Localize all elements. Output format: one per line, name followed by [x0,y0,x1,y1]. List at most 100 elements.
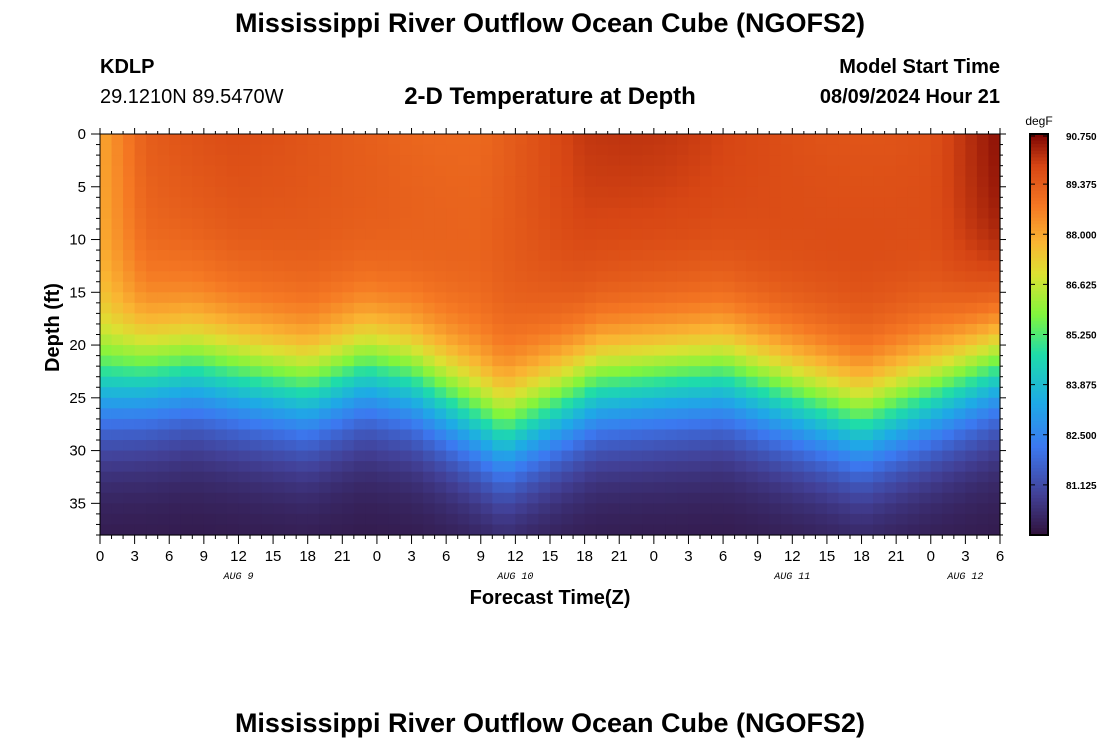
heatmap-cell [942,186,955,198]
heatmap-cell [180,334,193,346]
heatmap-cell [630,366,643,378]
heatmap-cell [376,524,390,536]
heatmap-cell [700,440,713,452]
heatmap-cell [896,482,909,494]
colorbar-swatch [1030,297,1048,302]
heatmap-cell [157,408,170,420]
heatmap-cell [250,228,263,241]
heatmap-cell [700,134,713,146]
heatmap-cell [700,513,713,526]
heatmap-cell [469,292,482,304]
heatmap-cell [480,155,493,167]
heatmap-cell [134,197,147,209]
heatmap-cell [953,408,966,420]
heatmap-cell [434,513,447,526]
heatmap-cell [469,197,482,209]
heatmap-cell [538,228,551,241]
heatmap-cell [953,207,966,220]
heatmap-cell [665,218,678,230]
heatmap-cell [446,292,459,304]
heatmap-cell [700,228,713,241]
colorbar-swatch [1030,167,1048,172]
heatmap-cell [203,165,216,177]
heatmap-cell [503,429,516,441]
heatmap-cell [203,376,216,388]
heatmap-cell [319,144,332,156]
heatmap-cell [642,397,655,409]
heatmap-cell [515,471,528,483]
heatmap-cell [503,482,516,494]
heatmap-cell [330,250,343,262]
heatmap-cell [273,313,286,325]
heatmap-cell [873,376,886,388]
heatmap-cell [469,355,482,367]
heatmap-cell [873,334,886,346]
heatmap-cell [157,292,170,304]
heatmap-cell [457,134,470,146]
heatmap-cell [607,165,620,177]
heatmap-cell [538,176,551,188]
colorbar-swatch [1030,140,1048,145]
heatmap-cell [642,313,655,325]
heatmap-cell [146,250,159,262]
heatmap-cell [826,440,840,452]
heatmap-cell [780,292,793,304]
heatmap-cell [330,207,343,220]
heatmap-cell [711,228,724,241]
heatmap-cell [480,440,493,452]
heatmap-cell [988,155,1001,167]
heatmap-cell [896,292,909,304]
heatmap-cell [642,218,655,230]
heatmap-cell [365,218,378,230]
heatmap-cell [792,492,805,504]
heatmap-cell [192,165,205,177]
heatmap-cell [180,281,193,293]
heatmap-cell [296,292,309,304]
colorbar-swatch [1030,304,1048,309]
heatmap-cell [873,155,886,167]
heatmap-cell [169,366,182,378]
heatmap-cell [296,387,309,399]
heatmap-cell [123,471,136,483]
heatmap-cell [180,503,193,515]
heatmap-cell [480,355,493,367]
heatmap-cell [596,450,609,462]
heatmap-cell [434,207,447,220]
heatmap-cell [376,165,390,177]
heatmap-cell [480,260,493,272]
heatmap-cell [526,165,540,177]
heatmap-cell [100,250,113,262]
heatmap-cell [769,302,782,314]
heatmap-cell [653,228,666,241]
heatmap-cell [376,218,390,230]
heatmap-cell [803,429,816,441]
heatmap-cell [169,408,182,420]
heatmap-cell [850,366,863,378]
heatmap-cell [215,260,228,272]
heatmap-cell [688,155,701,167]
heatmap-cell [226,239,240,251]
heatmap-cell [469,239,482,251]
heatmap-cell [642,250,655,262]
colorbar-tick-label: 88.000 [1066,230,1097,241]
heatmap-cell [411,260,424,272]
heatmap-cell [988,197,1001,209]
heatmap-cell [423,503,436,515]
heatmap-cell [596,376,609,388]
heatmap-cell [226,134,240,146]
heatmap-cell [850,471,863,483]
heatmap-cell [123,271,136,283]
heatmap-cell [492,345,505,357]
heatmap-cell [561,345,574,357]
heatmap-cell [988,450,1001,462]
heatmap-cell [469,482,482,494]
colorbar-swatch [1030,341,1048,346]
heatmap-cell [711,524,724,536]
heatmap-cell [215,186,228,198]
heatmap-cell [503,260,516,272]
heatmap-cell [100,134,113,146]
heatmap-cell [930,429,943,441]
heatmap-cell [215,471,228,483]
heatmap-cell [803,366,816,378]
heatmap-cell [953,176,966,188]
